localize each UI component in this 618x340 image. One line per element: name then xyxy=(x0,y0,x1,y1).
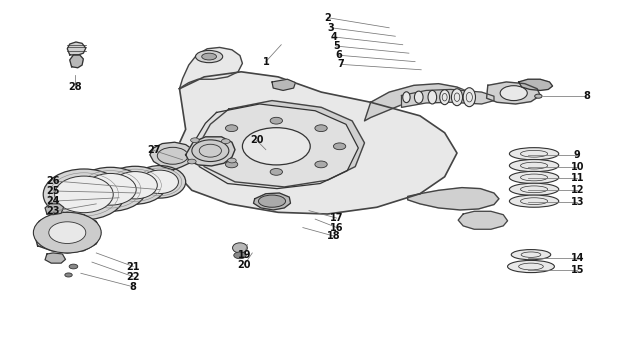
Ellipse shape xyxy=(104,166,166,204)
Text: 8: 8 xyxy=(583,90,590,101)
Ellipse shape xyxy=(315,125,327,132)
Text: 22: 22 xyxy=(127,272,140,282)
Polygon shape xyxy=(45,253,66,263)
Text: 12: 12 xyxy=(570,185,584,195)
Text: 4: 4 xyxy=(330,32,337,42)
Polygon shape xyxy=(272,79,295,90)
Text: 9: 9 xyxy=(574,150,580,160)
Ellipse shape xyxy=(227,158,236,163)
Polygon shape xyxy=(67,42,86,55)
Polygon shape xyxy=(173,72,457,214)
Ellipse shape xyxy=(234,252,246,259)
Polygon shape xyxy=(35,212,101,253)
Ellipse shape xyxy=(535,94,542,98)
Ellipse shape xyxy=(75,167,146,211)
Ellipse shape xyxy=(428,90,437,104)
Ellipse shape xyxy=(500,86,527,101)
Text: 21: 21 xyxy=(127,261,140,272)
Ellipse shape xyxy=(334,143,345,150)
Polygon shape xyxy=(408,188,499,210)
Ellipse shape xyxy=(509,183,559,196)
Ellipse shape xyxy=(451,89,462,106)
Text: 20: 20 xyxy=(237,260,251,270)
Ellipse shape xyxy=(192,140,229,161)
Polygon shape xyxy=(458,211,507,229)
Ellipse shape xyxy=(463,88,475,107)
Text: 1: 1 xyxy=(263,57,269,67)
Text: 5: 5 xyxy=(332,41,339,51)
Ellipse shape xyxy=(49,222,86,243)
Ellipse shape xyxy=(232,243,247,253)
Ellipse shape xyxy=(226,125,238,132)
Ellipse shape xyxy=(507,260,554,273)
Ellipse shape xyxy=(141,170,179,193)
Text: 23: 23 xyxy=(46,206,60,216)
Text: 10: 10 xyxy=(570,162,584,172)
Text: 15: 15 xyxy=(570,265,584,275)
Ellipse shape xyxy=(221,139,230,143)
Ellipse shape xyxy=(415,91,423,103)
Ellipse shape xyxy=(440,90,449,105)
Polygon shape xyxy=(486,82,540,104)
Text: 28: 28 xyxy=(68,82,82,92)
Text: 19: 19 xyxy=(237,250,251,260)
Text: 7: 7 xyxy=(337,59,344,69)
Polygon shape xyxy=(519,79,552,90)
Ellipse shape xyxy=(195,50,222,63)
Polygon shape xyxy=(179,47,242,89)
Text: 16: 16 xyxy=(330,223,344,233)
Polygon shape xyxy=(253,193,290,210)
Ellipse shape xyxy=(270,169,282,175)
Ellipse shape xyxy=(509,171,559,184)
Polygon shape xyxy=(185,137,235,166)
Ellipse shape xyxy=(509,148,559,160)
Ellipse shape xyxy=(187,159,196,164)
Text: 2: 2 xyxy=(324,13,331,23)
Polygon shape xyxy=(402,89,494,107)
Ellipse shape xyxy=(207,143,219,150)
Ellipse shape xyxy=(65,273,72,277)
Polygon shape xyxy=(45,204,64,215)
Polygon shape xyxy=(198,101,365,187)
Ellipse shape xyxy=(258,195,286,207)
Ellipse shape xyxy=(43,169,125,220)
Text: 27: 27 xyxy=(147,146,160,155)
Ellipse shape xyxy=(270,117,282,124)
Ellipse shape xyxy=(201,53,216,60)
Text: 17: 17 xyxy=(330,213,344,223)
Text: 26: 26 xyxy=(46,176,60,186)
Text: 24: 24 xyxy=(46,196,60,206)
Text: 20: 20 xyxy=(250,135,263,145)
Polygon shape xyxy=(365,84,469,121)
Ellipse shape xyxy=(258,146,271,152)
Ellipse shape xyxy=(158,147,188,164)
Ellipse shape xyxy=(69,264,78,269)
Ellipse shape xyxy=(134,166,185,198)
Text: 14: 14 xyxy=(570,253,584,263)
Ellipse shape xyxy=(242,128,310,165)
Ellipse shape xyxy=(509,159,559,172)
Polygon shape xyxy=(70,55,83,68)
Text: 18: 18 xyxy=(327,231,341,241)
Polygon shape xyxy=(193,104,358,189)
Ellipse shape xyxy=(226,161,238,168)
Ellipse shape xyxy=(113,172,158,199)
Text: 8: 8 xyxy=(130,282,137,292)
Text: 6: 6 xyxy=(335,50,342,60)
Ellipse shape xyxy=(54,176,113,212)
Text: 13: 13 xyxy=(570,197,584,207)
Text: 11: 11 xyxy=(570,173,584,184)
Ellipse shape xyxy=(509,195,559,207)
Ellipse shape xyxy=(33,212,101,253)
Text: 25: 25 xyxy=(46,186,60,196)
Ellipse shape xyxy=(190,138,199,142)
Ellipse shape xyxy=(315,161,327,168)
Ellipse shape xyxy=(85,173,136,205)
Text: 3: 3 xyxy=(328,23,334,33)
Ellipse shape xyxy=(403,92,410,103)
Ellipse shape xyxy=(511,250,551,260)
Polygon shape xyxy=(150,142,195,170)
